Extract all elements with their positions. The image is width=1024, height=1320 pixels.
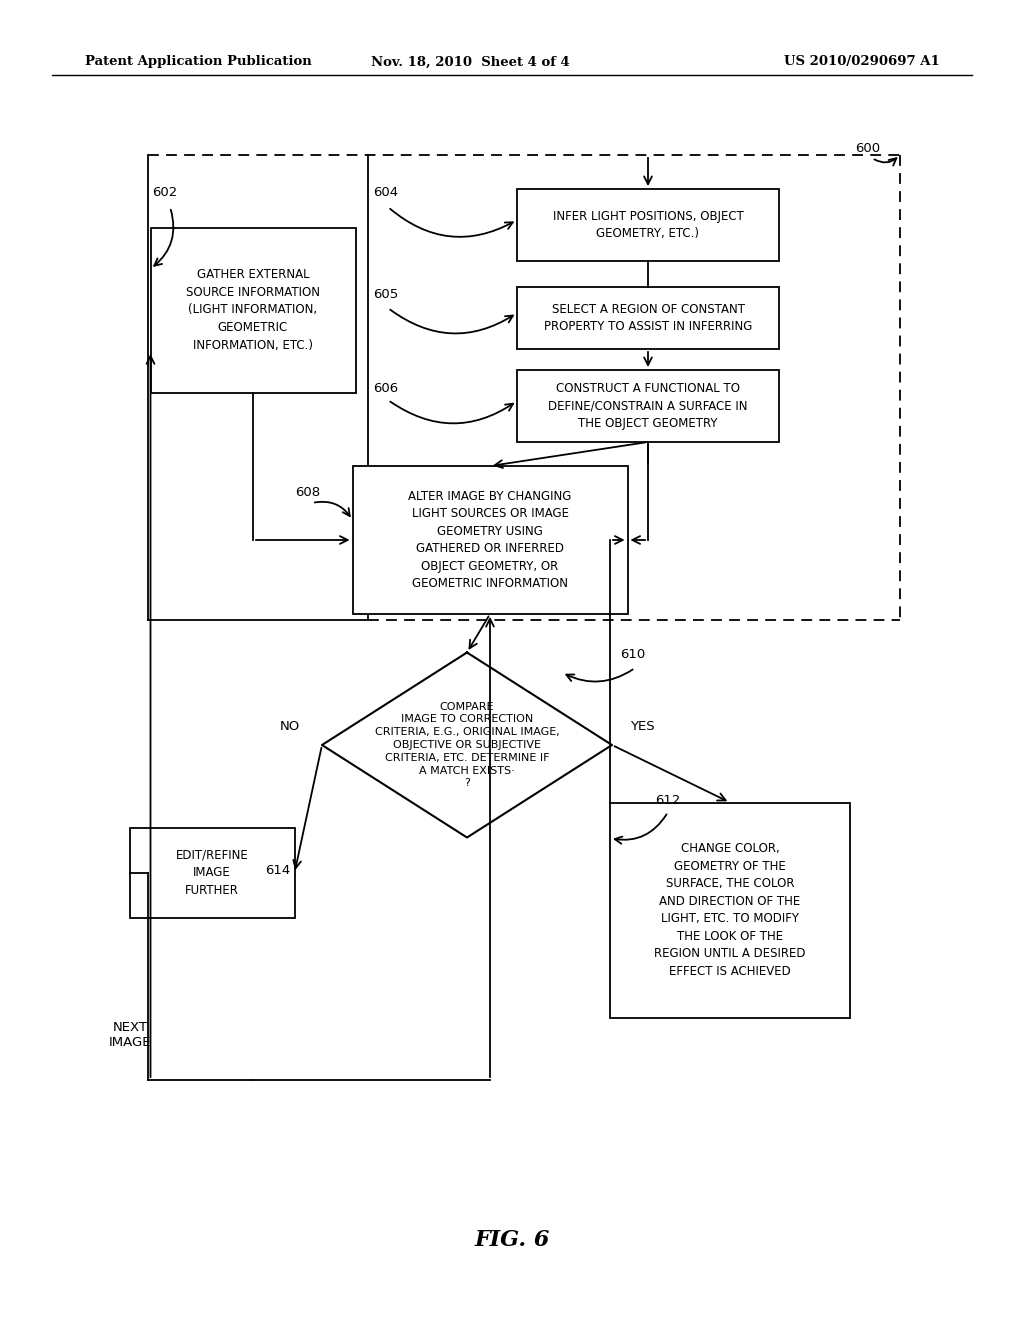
Text: GATHER EXTERNAL
SOURCE INFORMATION
(LIGHT INFORMATION,
GEOMETRIC
INFORMATION, ET: GATHER EXTERNAL SOURCE INFORMATION (LIGH… <box>186 268 319 351</box>
Text: 614: 614 <box>265 863 290 876</box>
Bar <box>151 227 355 392</box>
Text: 610: 610 <box>620 648 645 661</box>
Text: 608: 608 <box>295 486 321 499</box>
Text: 606: 606 <box>373 381 398 395</box>
Bar <box>517 189 779 261</box>
Text: 612: 612 <box>655 793 680 807</box>
Text: US 2010/0290697 A1: US 2010/0290697 A1 <box>784 55 940 69</box>
Text: INFER LIGHT POSITIONS, OBJECT
GEOMETRY, ETC.): INFER LIGHT POSITIONS, OBJECT GEOMETRY, … <box>553 210 743 240</box>
Bar <box>517 286 779 348</box>
Text: EDIT/REFINE
IMAGE
FURTHER: EDIT/REFINE IMAGE FURTHER <box>176 849 249 898</box>
Text: NEXT
IMAGE: NEXT IMAGE <box>109 1020 152 1049</box>
Text: 602: 602 <box>152 186 177 199</box>
Text: SELECT A REGION OF CONSTANT
PROPERTY TO ASSIST IN INFERRING: SELECT A REGION OF CONSTANT PROPERTY TO … <box>544 302 753 333</box>
Text: CONSTRUCT A FUNCTIONAL TO
DEFINE/CONSTRAIN A SURFACE IN
THE OBJECT GEOMETRY: CONSTRUCT A FUNCTIONAL TO DEFINE/CONSTRA… <box>548 381 748 430</box>
Bar <box>352 466 628 614</box>
Bar <box>129 828 295 917</box>
Text: FIG. 6: FIG. 6 <box>474 1229 550 1251</box>
Text: 600: 600 <box>855 141 880 154</box>
Text: ALTER IMAGE BY CHANGING
LIGHT SOURCES OR IMAGE
GEOMETRY USING
GATHERED OR INFERR: ALTER IMAGE BY CHANGING LIGHT SOURCES OR… <box>409 490 571 590</box>
Polygon shape <box>322 652 612 837</box>
Text: NO: NO <box>280 721 300 734</box>
Text: CHANGE COLOR,
GEOMETRY OF THE
SURFACE, THE COLOR
AND DIRECTION OF THE
LIGHT, ETC: CHANGE COLOR, GEOMETRY OF THE SURFACE, T… <box>654 842 806 978</box>
Text: 605: 605 <box>373 289 398 301</box>
Text: COMPARE
IMAGE TO CORRECTION
CRITERIA, E.G., ORIGINAL IMAGE,
OBJECTIVE OR SUBJECT: COMPARE IMAGE TO CORRECTION CRITERIA, E.… <box>375 702 559 788</box>
Text: 604: 604 <box>373 186 398 199</box>
Text: Patent Application Publication: Patent Application Publication <box>85 55 311 69</box>
Bar <box>517 370 779 442</box>
Text: Nov. 18, 2010  Sheet 4 of 4: Nov. 18, 2010 Sheet 4 of 4 <box>371 55 569 69</box>
Text: YES: YES <box>630 721 654 734</box>
Bar <box>610 803 850 1018</box>
